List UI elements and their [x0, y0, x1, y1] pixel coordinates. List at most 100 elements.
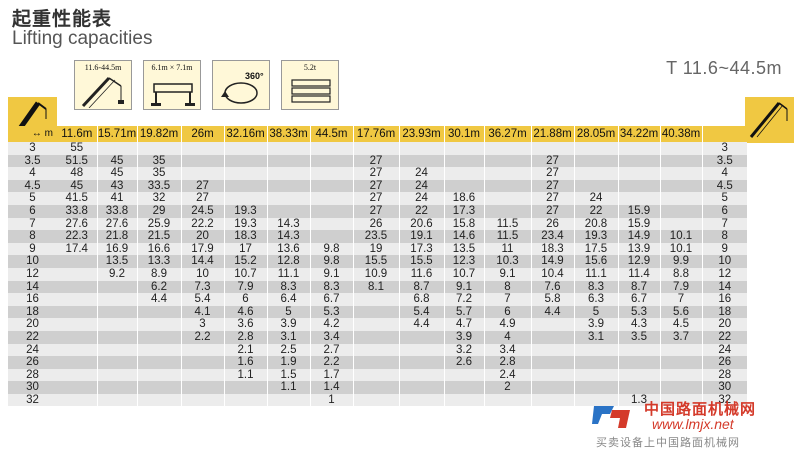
capacity-cell — [530, 330, 574, 344]
capacity-cell — [573, 393, 618, 407]
capacity-cell — [180, 142, 224, 155]
capacity-cell: 13.9 — [617, 242, 660, 256]
capacity-cell: 15.9 — [617, 204, 660, 218]
capacity-cell: 7.2 — [443, 293, 484, 306]
capacity-cell: 7 — [659, 293, 702, 306]
title-cn: 起重性能表 — [12, 9, 113, 30]
capacity-cell: 12.3 — [443, 255, 484, 268]
capacity-cell: 3.6 — [223, 318, 267, 331]
capacity-cell — [223, 167, 267, 180]
capacity-cell — [530, 318, 574, 331]
column-header-boom-length: 36.27m — [483, 126, 531, 142]
capacity-cell: 3.9 — [266, 318, 310, 331]
radius-cell: 22 — [8, 330, 57, 344]
capacity-cell: 17.3 — [398, 242, 444, 256]
capacity-cell: 27 — [530, 154, 574, 168]
radius-cell: 9 — [8, 242, 57, 256]
capacity-cell: 8.9 — [136, 267, 181, 281]
capacity-cell — [309, 179, 353, 193]
capacity-cell: 2.7 — [309, 343, 353, 357]
capacity-cell — [659, 204, 702, 218]
capacity-cell — [483, 154, 531, 168]
radius-cell-right: 12 — [701, 267, 747, 281]
capacity-cell: 14.4 — [180, 255, 224, 268]
capacity-cell: 19.1 — [398, 230, 444, 243]
capacity-cell — [573, 142, 618, 155]
capacity-cell — [180, 393, 224, 407]
radius-cell-right: 4 — [701, 167, 747, 180]
radius-cell: 3 — [8, 142, 57, 155]
radius-cell: 14 — [8, 280, 57, 294]
capacity-cell: 13.5 — [443, 242, 484, 256]
capacity-cell: 5.8 — [530, 293, 574, 306]
capacity-cell — [483, 167, 531, 180]
capacity-cell: 14.9 — [617, 230, 660, 243]
radius-arrow-icon: ↔ — [31, 128, 42, 139]
watermark-cn: 中国路面机械网 — [644, 401, 757, 418]
capacity-cell — [96, 356, 137, 369]
watermark-url: www.lmjx.net — [652, 416, 734, 432]
capacity-cell: 6.7 — [617, 293, 660, 306]
capacity-cell — [57, 393, 97, 407]
outrigger-span-caption: 6.1m × 7.1m — [151, 63, 193, 72]
radius-cell: 4.5 — [8, 179, 57, 193]
capacity-cell — [96, 293, 137, 306]
capacity-cell — [352, 142, 399, 155]
radius-cell: 6 — [8, 204, 57, 218]
capacity-cell — [573, 154, 618, 168]
capacity-cell — [352, 393, 399, 407]
capacity-cell: 26 — [352, 217, 399, 231]
capacity-cell — [266, 154, 310, 168]
capacity-cell: 7.6 — [530, 280, 574, 294]
capacity-cell — [573, 179, 618, 193]
capacity-cell: 27 — [530, 192, 574, 205]
capacity-cell: 15.5 — [398, 255, 444, 268]
capacity-cell: 35 — [136, 167, 181, 180]
capacity-cell: 2.4 — [483, 368, 531, 382]
capacity-cell — [617, 356, 660, 369]
radius-cell-right: 26 — [701, 356, 747, 369]
watermark: 中国路面机械网 www.lmjx.net 买卖设备上中国路面机械网 — [592, 398, 792, 449]
capacity-cell: 16.9 — [96, 242, 137, 256]
capacity-cell: 8.3 — [573, 280, 618, 294]
radius-cell-right: 22 — [701, 330, 747, 344]
watermark-sub: 买卖设备上中国路面机械网 — [596, 437, 740, 449]
capacity-cell: 27 — [530, 179, 574, 193]
capacity-cell — [96, 305, 137, 319]
capacity-cell — [443, 368, 484, 382]
table-row: 4.5 45 43 33.5 27 27 24 27 4.5 — [8, 179, 747, 193]
capacity-cell: 8.3 — [266, 280, 310, 294]
radius-cell-right: 10 — [701, 255, 747, 268]
radius-cell-right: 30 — [701, 381, 747, 394]
capacity-cell — [309, 192, 353, 205]
capacity-cell — [57, 280, 97, 294]
column-header-boom-length: 26m — [180, 126, 224, 142]
table-row: 18 4.1 4.6 5 5.3 5.4 5.7 6 4.4 5 5.3 5.6 18 — [8, 305, 747, 319]
capacity-cell: 22.3 — [57, 230, 97, 243]
table-row: 3 55 3 — [8, 142, 747, 155]
capacity-cell: 11.5 — [483, 230, 531, 243]
capacity-cell: 7.9 — [223, 280, 267, 294]
capacity-cell: 27 — [352, 154, 399, 168]
table-row: 14 6.2 7.3 7.9 8.3 8.3 8.1 8.7 9.1 8 7.6 8.3 8.7 7.9 1… — [8, 280, 747, 294]
capacity-cell: 1.9 — [266, 356, 310, 369]
capacity-cell — [617, 381, 660, 394]
capacity-cell: 27.6 — [57, 217, 97, 231]
capacity-cell — [573, 167, 618, 180]
capacity-cell — [223, 381, 267, 394]
capacity-cell: 4.4 — [530, 305, 574, 319]
capacity-cell — [530, 393, 574, 407]
capacity-cell: 15.6 — [573, 255, 618, 268]
radius-cell-right: 14 — [701, 280, 747, 294]
capacity-cell — [352, 318, 399, 331]
radius-cell-right: 8 — [701, 230, 747, 243]
capacity-cell — [573, 343, 618, 357]
capacity-cell: 8.8 — [659, 267, 702, 281]
capacity-cell — [398, 381, 444, 394]
capacity-cell: 23.4 — [530, 230, 574, 243]
capacity-cell — [398, 154, 444, 168]
capacity-cell: 9.8 — [309, 255, 353, 268]
capacity-cell: 1 — [309, 393, 353, 407]
capacity-cell: 33.8 — [96, 204, 137, 218]
capacity-cell — [96, 343, 137, 357]
